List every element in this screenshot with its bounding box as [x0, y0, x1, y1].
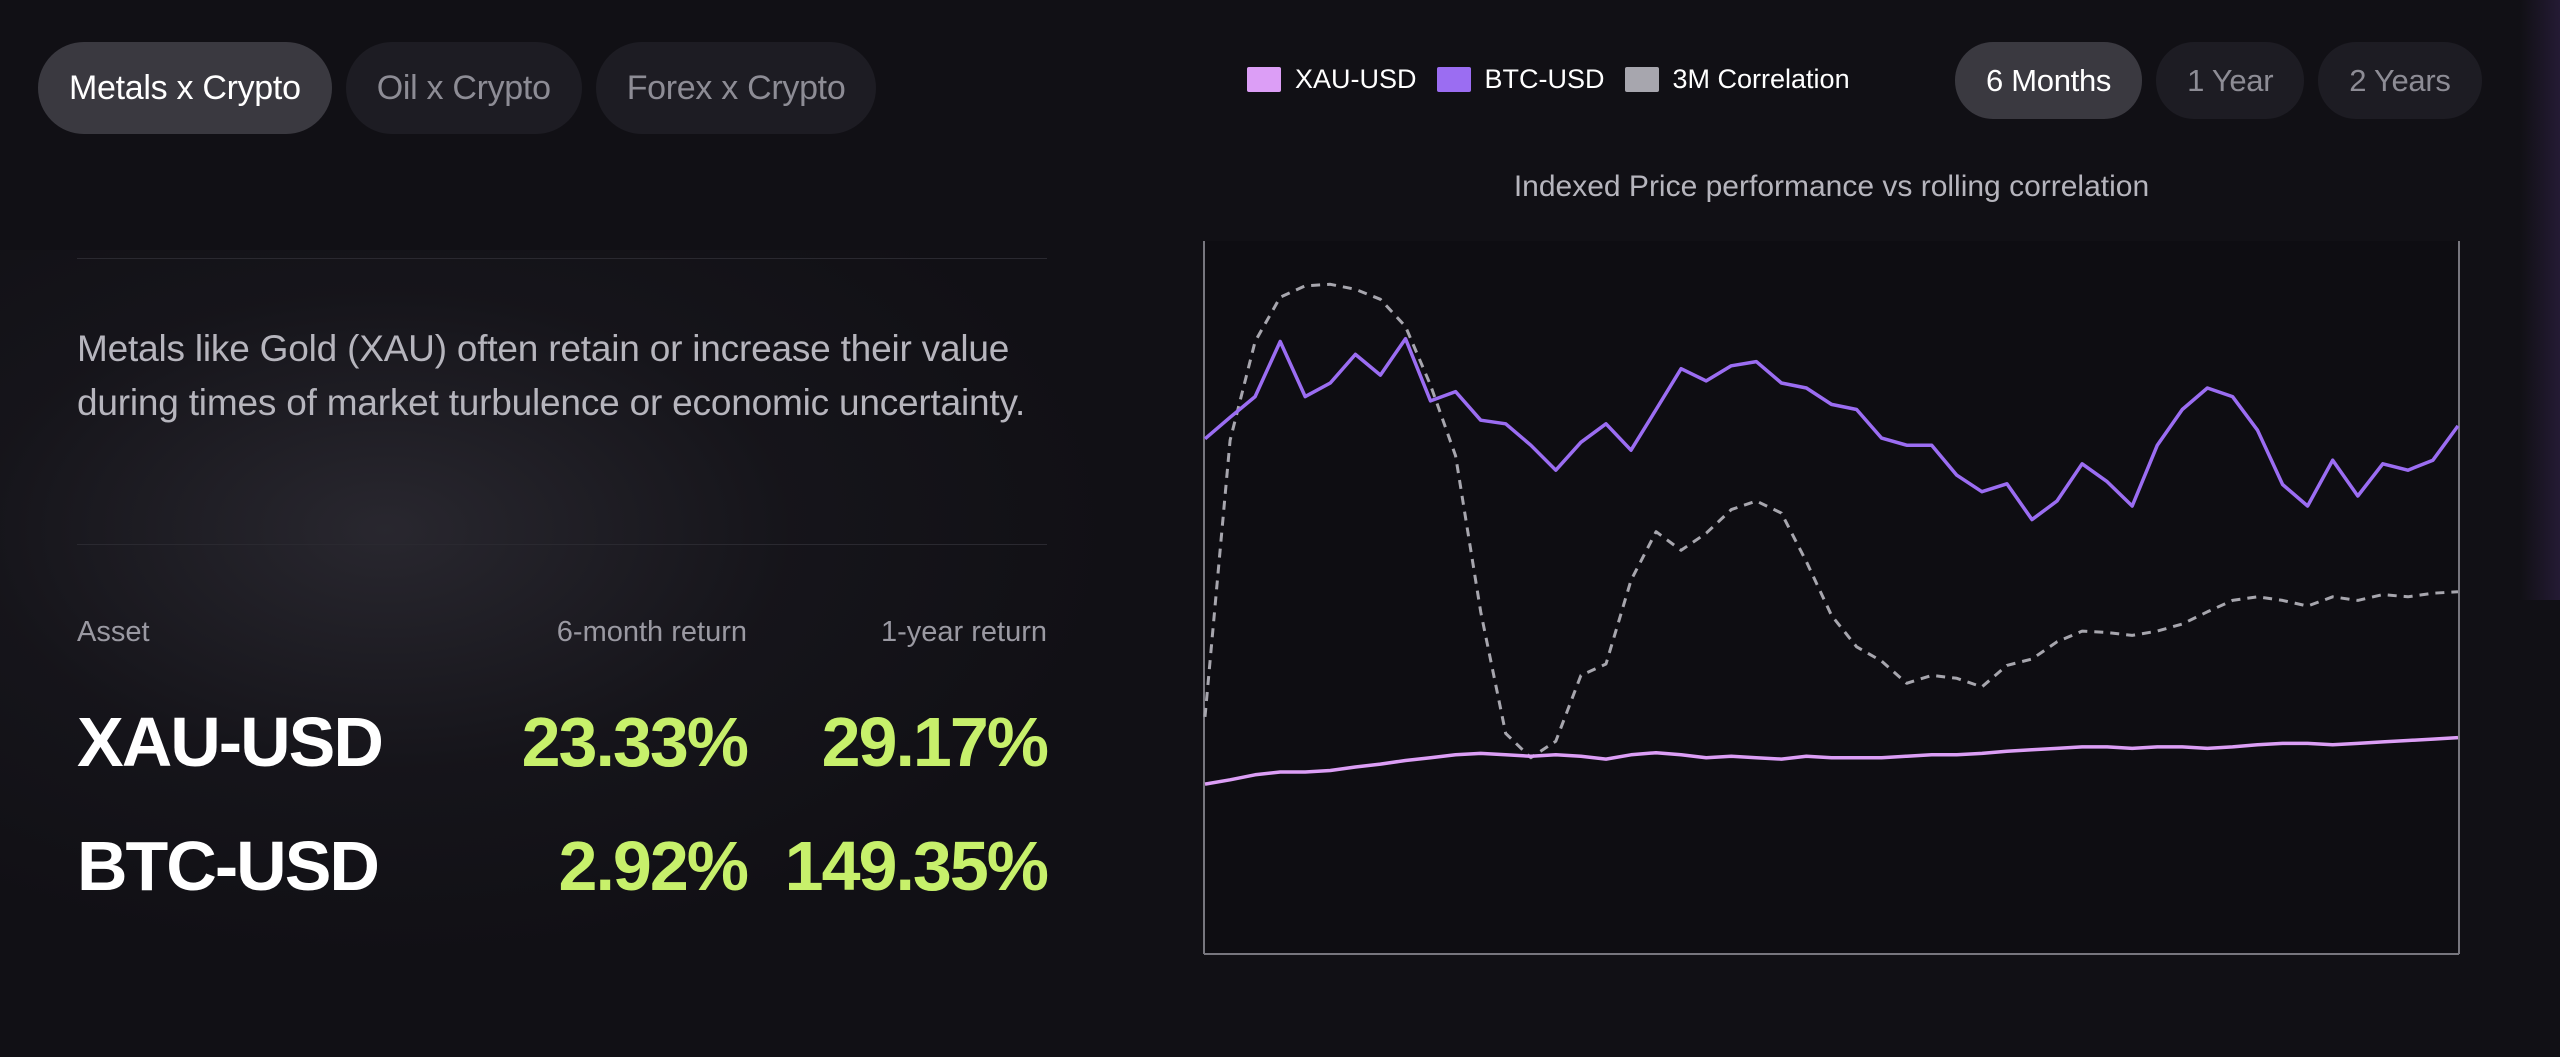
period-1-year[interactable]: 1 Year [2156, 42, 2305, 119]
category-tabs: Metals x Crypto Oil x Crypto Forex x Cry… [38, 42, 877, 134]
legend-label-btc-usd: BTC-USD [1484, 64, 1605, 94]
tab-forex-x-crypto[interactable]: Forex x Crypto [595, 42, 877, 134]
legend-item-3m-correlation: 3M Correlation [1624, 64, 1850, 95]
period-2-years[interactable]: 2 Years [2318, 42, 2482, 119]
period-tabs: 6 Months 1 Year 2 Years [1955, 42, 2482, 119]
tab-metals-x-crypto[interactable]: Metals x Crypto [38, 42, 332, 134]
tab-oil-x-crypto[interactable]: Oil x Crypto [345, 42, 582, 134]
divider-bottom [77, 544, 1047, 545]
legend-item-xau-usd: XAU-USD [1247, 64, 1417, 95]
divider-top [77, 258, 1047, 259]
legend-swatch-3m-correlation [1624, 67, 1659, 92]
chart-title: Indexed Price performance vs rolling cor… [1513, 170, 2150, 203]
one-year-return: 149.35% [784, 827, 1049, 905]
table-row: BTC-USD 2.92% 149.35% [77, 804, 1049, 928]
legend-item-btc-usd: BTC-USD [1436, 64, 1605, 95]
table-row: XAU-USD 23.33% 29.17% [77, 680, 1049, 804]
series-line-xau-usd [1204, 735, 2459, 786]
six-month-return: 23.33% [521, 703, 749, 781]
legend-label-xau-usd: XAU-USD [1295, 64, 1417, 94]
legend-swatch-btc-usd [1436, 67, 1471, 92]
period-6-months[interactable]: 6 Months [1955, 42, 2143, 119]
header-6-month-return: 6-month return [556, 615, 747, 648]
chart-legend: XAU-USD BTC-USD 3M Correlation [1247, 64, 1850, 95]
table-header: Asset 6-month return 1-year return [77, 612, 1047, 652]
series-line-btc-usd [1203, 336, 2460, 522]
one-year-return: 29.17% [821, 703, 1049, 781]
legend-label-3m-correlation: 3M Correlation [1672, 64, 1850, 94]
header-1-year-return: 1-year return [880, 615, 1047, 648]
asset-name: XAU-USD [77, 703, 384, 781]
legend-swatch-xau-usd [1247, 67, 1281, 92]
series-line-3m-correlation [1203, 282, 2459, 760]
description-text: Metals like Gold (XAU) often retain or i… [77, 328, 1026, 423]
asset-name: BTC-USD [77, 827, 380, 905]
price-correlation-chart [1203, 241, 2460, 955]
returns-table: Asset 6-month return 1-year return XAU-U… [77, 612, 1049, 928]
six-month-return: 2.92% [558, 827, 749, 905]
header-asset: Asset [77, 615, 150, 648]
